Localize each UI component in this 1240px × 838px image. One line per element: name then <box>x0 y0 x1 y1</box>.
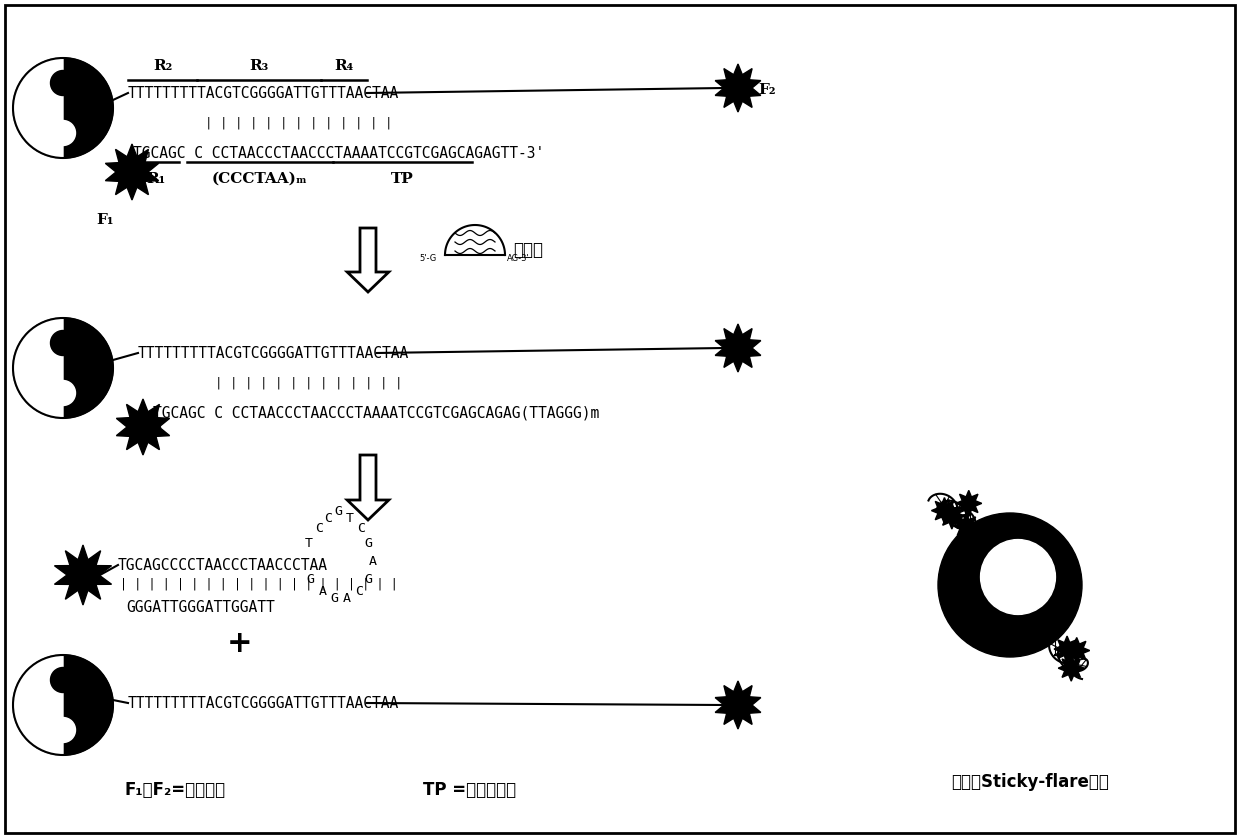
Polygon shape <box>1064 638 1090 664</box>
Text: TGCAGCCCCTAACCCTAACCCTAA: TGCAGCCCCTAACCCTAACCCTAA <box>118 557 329 572</box>
Text: G: G <box>306 573 315 586</box>
Text: 比率型Sticky-flare探针: 比率型Sticky-flare探针 <box>951 773 1109 791</box>
Text: | | | | | | | | | | | | | | | | | | | |: | | | | | | | | | | | | | | | | | | | | <box>120 577 398 591</box>
Polygon shape <box>954 513 980 539</box>
Text: F₁、F₂=荧光染料: F₁、F₂=荧光染料 <box>124 781 226 799</box>
Text: F₂: F₂ <box>758 83 775 97</box>
Text: (CCCTAA)ₘ: (CCCTAA)ₘ <box>212 172 308 186</box>
Polygon shape <box>347 455 389 520</box>
Wedge shape <box>12 318 63 418</box>
Text: G: G <box>335 505 342 518</box>
Text: R₄: R₄ <box>334 59 353 73</box>
Polygon shape <box>117 399 170 455</box>
Text: R₁: R₁ <box>146 172 166 186</box>
Text: C: C <box>324 512 332 525</box>
Circle shape <box>51 121 76 146</box>
Polygon shape <box>939 503 965 529</box>
Text: R₂: R₂ <box>153 59 172 73</box>
Wedge shape <box>12 655 63 755</box>
Text: 端粒酶: 端粒酶 <box>513 241 543 259</box>
Text: | | | | | | | | | | | | |: | | | | | | | | | | | | | <box>206 116 393 130</box>
Circle shape <box>12 655 113 755</box>
Text: C: C <box>355 585 363 598</box>
Text: +: + <box>227 628 253 658</box>
Text: G: G <box>365 537 373 550</box>
Polygon shape <box>715 64 761 112</box>
Circle shape <box>51 380 76 406</box>
Circle shape <box>51 668 76 692</box>
Text: TP: TP <box>391 172 414 186</box>
Text: TP =端粒酶引物: TP =端粒酶引物 <box>423 781 517 799</box>
Text: 5'-G: 5'-G <box>420 254 436 262</box>
Text: TTTTTTTTTACGTCGGGGATTGTTTAACTAA: TTTTTTTTTACGTCGGGGATTGTTTAACTAA <box>128 85 399 101</box>
Text: R₃: R₃ <box>249 59 269 73</box>
Text: TGCAGC C CCTAACCCTAACCCTAAAATCCGTCGAGCAGAGTT-3': TGCAGC C CCTAACCCTAACCCTAAAATCCGTCGAGCAG… <box>133 146 544 161</box>
Text: TTTTTTTTTACGTCGGGGATTGTTTAACTAA: TTTTTTTTTACGTCGGGGATTGTTTAACTAA <box>128 696 399 711</box>
Circle shape <box>51 717 76 742</box>
Polygon shape <box>956 490 982 516</box>
Polygon shape <box>347 228 389 292</box>
Text: C: C <box>357 522 365 535</box>
Text: A: A <box>342 592 351 605</box>
Circle shape <box>981 540 1055 614</box>
Polygon shape <box>1054 636 1080 662</box>
Text: GGGATTGGGATTGGATT: GGGATTGGGATTGGATT <box>126 599 275 614</box>
Text: TGCAGC C CCTAACCCTAACCCTAAAATCCGTCGAGCAGAG(TTAGGG)m: TGCAGC C CCTAACCCTAACCCTAAAATCCGTCGAGCAG… <box>153 406 599 421</box>
Circle shape <box>51 70 76 96</box>
Text: G: G <box>365 573 373 586</box>
Text: A: A <box>368 555 377 568</box>
Polygon shape <box>55 545 112 605</box>
Text: F₁: F₁ <box>97 213 114 227</box>
Polygon shape <box>1058 655 1084 681</box>
Wedge shape <box>12 58 63 158</box>
Polygon shape <box>715 681 761 729</box>
Text: A: A <box>319 585 327 598</box>
Circle shape <box>937 513 1083 657</box>
Text: T: T <box>346 512 353 525</box>
Polygon shape <box>931 498 957 524</box>
Circle shape <box>51 330 76 355</box>
Circle shape <box>12 318 113 418</box>
Circle shape <box>12 58 113 158</box>
Polygon shape <box>715 324 761 372</box>
Text: T: T <box>305 537 312 550</box>
Text: | | | | | | | | | | | | |: | | | | | | | | | | | | | <box>216 376 403 390</box>
Polygon shape <box>105 144 159 200</box>
Text: AG-3': AG-3' <box>507 254 529 262</box>
Text: C: C <box>315 522 322 535</box>
Text: G: G <box>331 592 339 605</box>
Text: TTTTTTTTTACGTCGGGGATTGTTTAACTAA: TTTTTTTTTACGTCGGGGATTGTTTAACTAA <box>138 345 409 360</box>
